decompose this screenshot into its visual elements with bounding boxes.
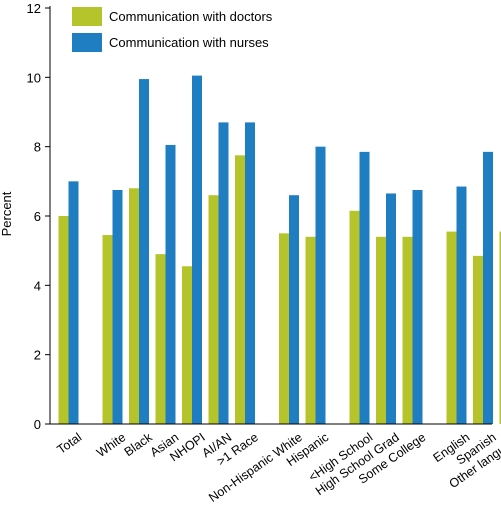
bar-some-college-doctors (402, 236, 413, 424)
bar-ai-an-nurses (218, 122, 229, 425)
legend-label-nurses: Communication with nurses (109, 35, 269, 50)
y-tick-label: 12 (27, 1, 41, 16)
bar-english-doctors (446, 231, 457, 424)
bar-hispanic-nurses (315, 146, 326, 424)
bar-white-doctors (102, 235, 113, 424)
bar-1-race-nurses (245, 122, 255, 425)
bar-some-college-nurses (412, 190, 423, 424)
bar-nhopi-nurses (192, 75, 202, 424)
bar-high-school-nurses (359, 151, 370, 424)
bar-asian-doctors (155, 254, 166, 424)
legend: Communication with doctors Communication … (72, 7, 273, 52)
bar-total-doctors (58, 216, 69, 424)
bar-spanish-nurses (483, 151, 493, 424)
bar-nhopi-doctors (182, 266, 192, 424)
bar-white-nurses (112, 190, 123, 424)
legend-swatch-nurses (72, 33, 102, 52)
bar-black-doctors (129, 188, 139, 424)
bar-non-hispanic-white-doctors (279, 233, 289, 424)
bar-total-nurses (68, 181, 79, 424)
bar-non-hispanic-white-nurses (289, 195, 299, 424)
x-tick-label-black: Black (122, 430, 156, 459)
bar-black-nurses (139, 79, 149, 425)
y-tick-label: 8 (34, 140, 41, 155)
bar-high-school-grad-doctors (376, 236, 386, 424)
y-tick-label: 2 (34, 348, 41, 363)
y-tick-label: 6 (34, 209, 41, 224)
legend-swatch-doctors (72, 7, 102, 26)
y-tick-label: 10 (27, 70, 41, 85)
x-tick-label-total: Total (55, 430, 85, 457)
legend-label-doctors: Communication with doctors (109, 9, 273, 24)
bar-high-school-grad-nurses (386, 193, 396, 424)
y-axis: 0 2 4 6 8 10 12 (27, 1, 51, 432)
bar-hispanic-doctors (305, 236, 316, 424)
bar-spanish-doctors (473, 255, 483, 424)
bar-asian-nurses (165, 144, 176, 424)
bars (58, 75, 501, 425)
bar-high-school-doctors (349, 210, 360, 424)
bar-ai-an-doctors (208, 195, 219, 424)
bar-english-nurses (456, 186, 467, 424)
bar-1-race-doctors (235, 155, 245, 425)
bar-other-language-doctors (499, 231, 501, 424)
y-tick-label: 4 (34, 278, 41, 293)
y-tick-label: 0 (34, 417, 41, 432)
y-axis-label: Percent (0, 191, 14, 236)
x-tick-label-white: White (94, 430, 128, 460)
